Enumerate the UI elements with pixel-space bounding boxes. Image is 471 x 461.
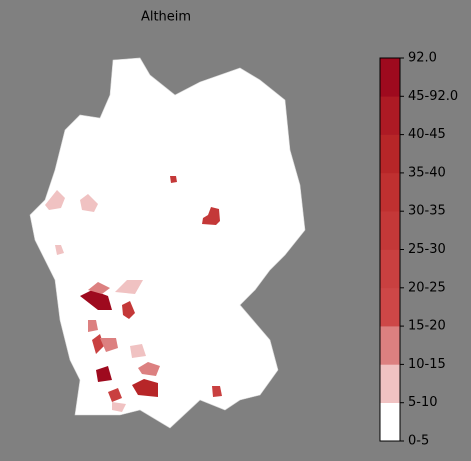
district-regions [45,176,222,412]
colorbar-label: 30-35 [408,204,446,219]
colorbar-segment [380,96,400,135]
colorbar-segment [380,172,400,212]
colorbar-segment [380,402,400,442]
colorbar: 0-5 5-10 10-15 15-20 20-25 25-30 30-35 35-40 40-… [379,51,458,449]
colorbar-segment [380,326,400,365]
map-title: Altheim [141,10,191,25]
colorbar-label: 25-30 [408,242,446,257]
colorbar-segment [380,364,400,403]
colorbar-label: 15-20 [408,319,446,334]
colorbar-segment [380,249,400,289]
colorbar-label: 92.0 [408,51,437,66]
colorbar-label: 35-40 [408,165,446,180]
colorbar-segment [380,211,400,250]
colorbar-segment [380,58,400,97]
germany-map [29,57,306,429]
colorbar-label: 40-45 [408,127,446,142]
colorbar-label: 10-15 [408,357,446,372]
colorbar-label: 20-25 [408,280,446,295]
colorbar-segment [380,287,400,327]
colorbar-label: 0-5 [408,434,429,449]
colorbar-segment [380,134,400,174]
colorbar-label: 45-92.0 [408,89,458,104]
colorbar-label: 5-10 [408,395,438,410]
